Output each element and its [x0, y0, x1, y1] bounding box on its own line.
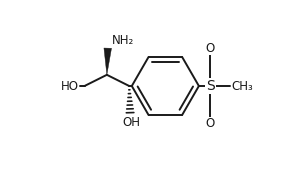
- Text: NH₂: NH₂: [111, 34, 134, 47]
- Polygon shape: [104, 48, 111, 75]
- Text: CH₃: CH₃: [232, 79, 253, 93]
- Text: HO: HO: [61, 79, 79, 93]
- Text: O: O: [205, 117, 215, 130]
- Text: OH: OH: [122, 116, 140, 129]
- Text: S: S: [206, 79, 215, 93]
- Text: O: O: [205, 42, 215, 55]
